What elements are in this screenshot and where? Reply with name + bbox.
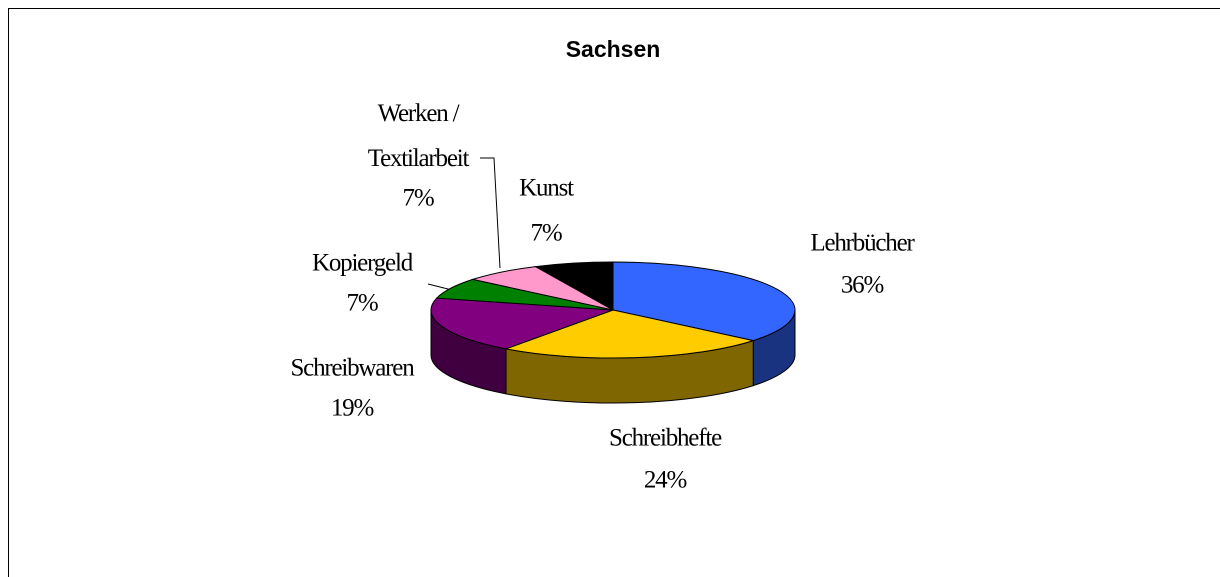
slice-value-label: 7% [347,290,378,317]
slice-label: Schreibwaren [290,355,415,382]
slice-value-label: 7% [531,220,562,247]
slice-value-label: 36% [841,272,884,299]
slice-value-label: 19% [331,395,374,422]
leader-line [480,157,501,269]
pie-slice [533,261,614,311]
pie-slice [504,309,756,359]
slice-label: Schreibhefte [609,425,722,452]
slice-value-label: 24% [644,467,687,494]
chart-title: Sachsen [566,36,661,62]
slice-label: Lehrbücher [810,230,915,257]
leader-line [427,283,453,291]
pie-slice [612,261,796,342]
pie-slice [430,297,614,350]
slice-label: Kopiergeld [312,250,414,277]
slice-value-label: 7% [403,185,434,212]
slice-label: Werken / Textilarbeit [368,100,470,172]
slice-label: Kunst [519,175,574,202]
